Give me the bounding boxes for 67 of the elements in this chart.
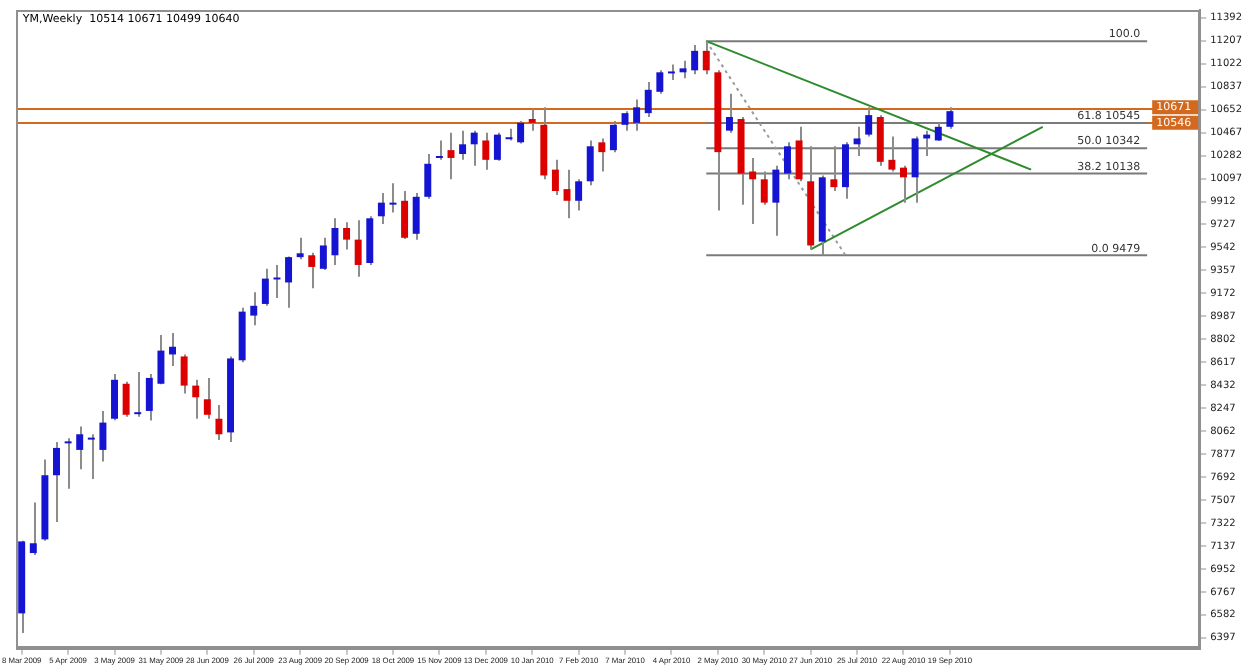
candlestick bbox=[633, 98, 641, 132]
candlestick bbox=[470, 129, 478, 167]
candlestick bbox=[377, 191, 385, 226]
candlestick bbox=[598, 137, 606, 173]
candlestick bbox=[644, 80, 652, 118]
candlestick bbox=[459, 129, 467, 161]
candlestick bbox=[169, 332, 177, 368]
candlestick bbox=[865, 106, 873, 138]
candlestick bbox=[111, 372, 118, 422]
candlestick bbox=[308, 251, 316, 290]
candlestick bbox=[134, 370, 142, 418]
candlestick bbox=[888, 135, 896, 173]
candlestick bbox=[795, 125, 803, 183]
candlestick bbox=[76, 425, 84, 471]
candlestick bbox=[87, 433, 95, 481]
candlestick bbox=[830, 145, 838, 192]
candlestick bbox=[435, 139, 443, 161]
candlestick bbox=[285, 255, 293, 309]
candlestick bbox=[609, 119, 617, 154]
candlestick bbox=[64, 437, 72, 490]
candlestick bbox=[528, 108, 536, 132]
candlestick bbox=[656, 69, 664, 95]
candlestick bbox=[215, 404, 223, 442]
candlestick bbox=[551, 158, 559, 196]
candlestick bbox=[319, 236, 327, 272]
candlestick bbox=[354, 219, 362, 278]
candlestick bbox=[412, 191, 420, 241]
candlestick bbox=[621, 110, 629, 132]
candlestick bbox=[343, 221, 351, 251]
candlestick bbox=[702, 40, 710, 76]
candlestick bbox=[180, 353, 188, 395]
candlestick bbox=[725, 92, 733, 134]
candlestick bbox=[401, 189, 409, 241]
candlestick bbox=[900, 164, 907, 204]
candlestick bbox=[29, 501, 37, 556]
candlestick bbox=[691, 44, 699, 76]
candlestick bbox=[366, 215, 374, 266]
candlestick bbox=[772, 164, 780, 237]
candlestick bbox=[853, 125, 861, 157]
candlestick bbox=[493, 131, 501, 162]
candlestick bbox=[157, 334, 165, 386]
candlestick bbox=[749, 156, 757, 226]
candlestick bbox=[331, 217, 339, 266]
candlestick bbox=[783, 141, 791, 181]
candlestick bbox=[934, 121, 942, 142]
candlestick bbox=[667, 63, 675, 82]
candlestick bbox=[575, 178, 583, 212]
candlestick bbox=[99, 409, 107, 463]
candlestick bbox=[122, 380, 130, 418]
candlestick bbox=[911, 135, 919, 204]
candlestick bbox=[946, 106, 954, 130]
candlestick bbox=[517, 119, 525, 145]
candlestick bbox=[876, 114, 884, 167]
candlestick bbox=[261, 267, 269, 307]
candlestick bbox=[424, 152, 432, 200]
candlestick bbox=[250, 291, 258, 327]
candlestick bbox=[842, 141, 849, 200]
candlestick bbox=[273, 263, 281, 300]
candlestick bbox=[203, 376, 211, 420]
candlestick bbox=[586, 139, 594, 187]
candlestick bbox=[563, 168, 571, 220]
candlestick bbox=[53, 441, 60, 523]
candlestick bbox=[482, 131, 490, 171]
candlestick bbox=[760, 170, 768, 206]
candlestick bbox=[192, 378, 200, 420]
candlestick bbox=[296, 236, 304, 261]
candlestick bbox=[145, 372, 153, 422]
